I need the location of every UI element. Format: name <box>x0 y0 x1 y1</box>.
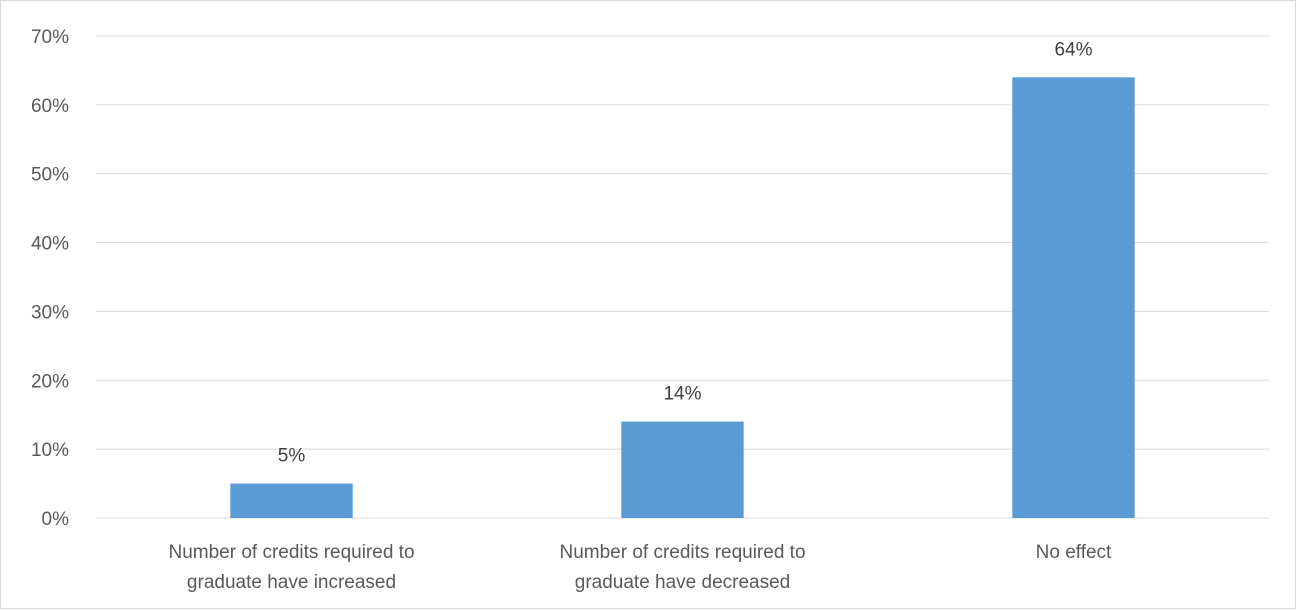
bar <box>621 421 744 518</box>
data-label: 14% <box>663 384 701 405</box>
y-tick-label: 0% <box>42 509 70 530</box>
y-tick-label: 40% <box>31 234 69 255</box>
y-tick-label: 20% <box>31 371 69 392</box>
bar <box>230 483 353 518</box>
bars <box>230 77 1135 519</box>
x-category-label: No effect <box>1036 542 1112 563</box>
y-tick-label: 30% <box>31 302 69 323</box>
x-category-label: Number of credits required to <box>559 542 805 563</box>
y-tick-label: 70% <box>31 27 69 48</box>
bar <box>1012 77 1135 519</box>
gridlines <box>96 35 1269 519</box>
y-tick-label: 60% <box>31 96 69 117</box>
data-label: 64% <box>1054 39 1092 60</box>
x-category-label: graduate have increased <box>187 572 396 593</box>
data-label: 5% <box>278 446 306 467</box>
x-axis-category-labels: Number of credits required to graduate ha… <box>168 542 1112 593</box>
x-category-label: graduate have decreased <box>575 572 791 593</box>
y-axis-tick-labels: 0% 10% 20% 30% 40% 50% 60% 70% <box>31 27 69 530</box>
x-category-label: Number of credits required to <box>168 542 414 563</box>
y-tick-label: 50% <box>31 165 69 186</box>
data-labels: 5% 14% 64% <box>278 39 1093 466</box>
y-tick-label: 10% <box>31 440 69 461</box>
